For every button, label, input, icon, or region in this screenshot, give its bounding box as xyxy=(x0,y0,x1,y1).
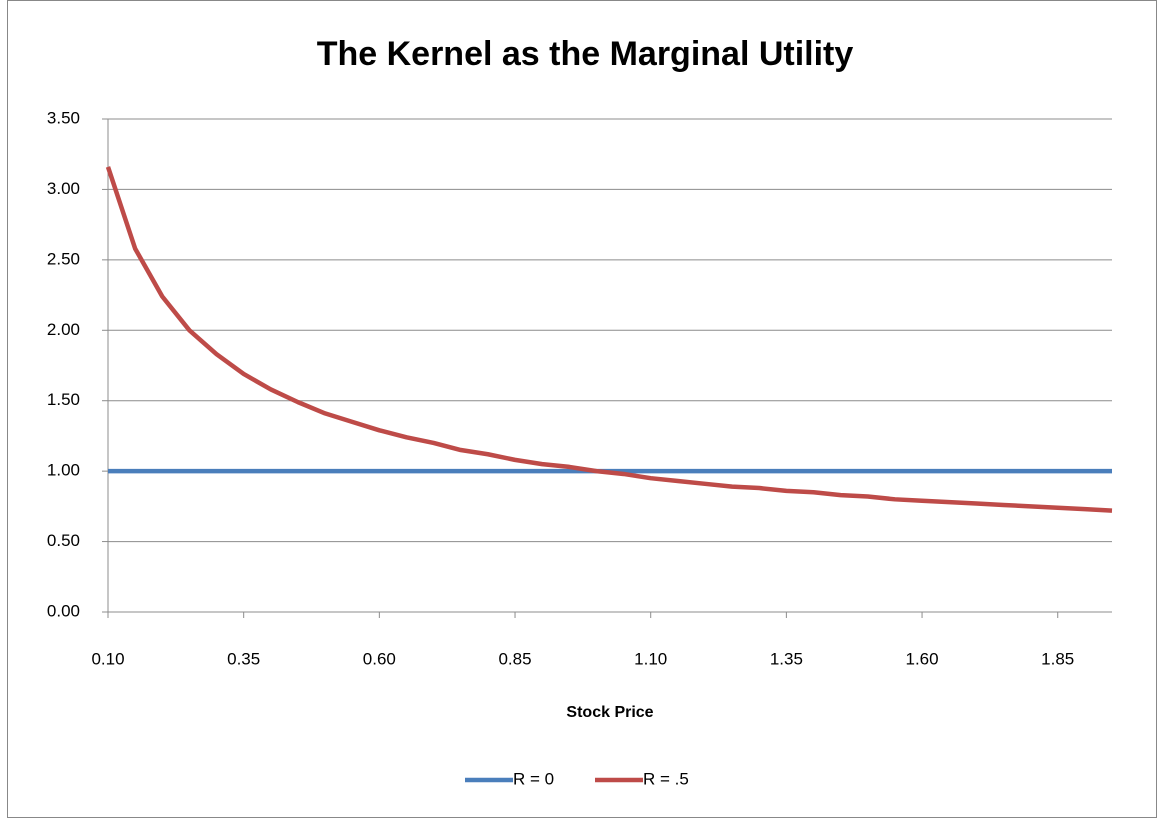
x-tick-label: 1.35 xyxy=(770,649,803,668)
x-tick-label: 0.60 xyxy=(363,649,396,668)
legend-label: R = 0 xyxy=(513,769,554,788)
x-tick-label: 1.10 xyxy=(634,649,667,668)
legend-label: R = .5 xyxy=(643,769,689,788)
y-tick-label: 0.00 xyxy=(47,601,80,620)
x-tick-label: 0.35 xyxy=(227,649,260,668)
x-tick-label: 1.60 xyxy=(906,649,939,668)
x-tick-label: 0.10 xyxy=(91,649,124,668)
chart-title: The Kernel as the Marginal Utility xyxy=(317,35,854,73)
y-tick-label: 2.50 xyxy=(47,249,80,268)
y-tick-label: 3.00 xyxy=(47,179,80,198)
x-tick-label: 1.85 xyxy=(1041,649,1074,668)
x-axis-title: Stock Price xyxy=(566,704,653,721)
y-tick-label: 1.00 xyxy=(47,461,80,480)
series-line xyxy=(105,166,1113,513)
chart-frame xyxy=(7,0,1157,818)
x-tick-label: 0.85 xyxy=(498,649,531,668)
y-tick-label: 1.50 xyxy=(47,390,80,409)
y-tick-label: 3.50 xyxy=(47,108,80,127)
y-tick-label: 2.00 xyxy=(47,320,80,339)
y-tick-label: 0.50 xyxy=(47,531,80,550)
